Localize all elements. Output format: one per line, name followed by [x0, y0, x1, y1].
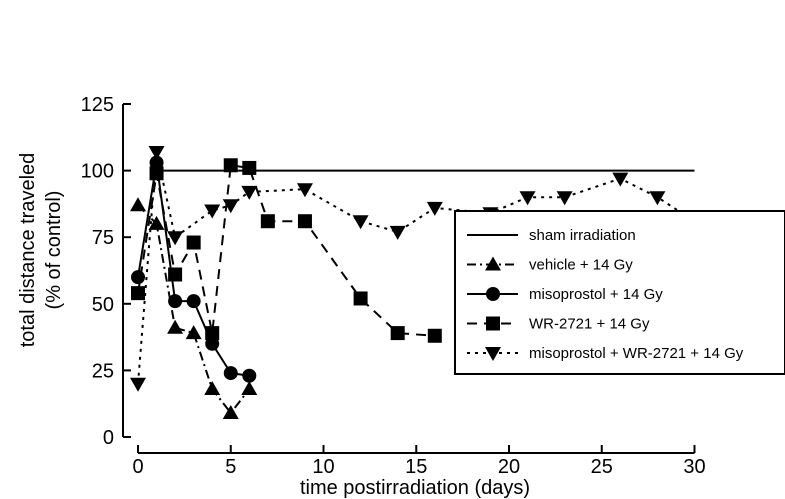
- legend-item: misoprostol + WR-2721 + 14 Gy: [467, 345, 744, 362]
- legend-marker: [485, 347, 501, 361]
- y-axis-label-line2: (% of control): [43, 191, 65, 310]
- legend-label: vehicle + 14 Gy: [529, 257, 633, 274]
- legend-label: misoprostol + 14 Gy: [529, 286, 663, 303]
- legend-label: WR-2721 + 14 Gy: [529, 316, 650, 333]
- series-4: [131, 158, 442, 343]
- series-3: [131, 155, 257, 383]
- legend-item: WR-2721 + 14 Gy: [467, 316, 650, 333]
- series-2: [130, 197, 258, 420]
- legend-box: [454, 210, 785, 375]
- data-point: [205, 336, 220, 351]
- x-tick-label: 15: [405, 456, 427, 478]
- data-point: [130, 197, 146, 212]
- data-point: [205, 326, 220, 341]
- data-point: [426, 201, 443, 216]
- legend: sham irradiation vehicle + 14 Gy misoprost…: [454, 210, 785, 375]
- y-tick-label: 100: [81, 161, 114, 183]
- data-point: [149, 155, 164, 170]
- data-point: [297, 214, 312, 229]
- data-point: [353, 291, 368, 306]
- x-axis-label: time postirradiation (days): [300, 477, 530, 499]
- axes: 0 25 50 75 100 125 0 5 10 15 20 25 30: [81, 94, 706, 478]
- y-tick-label: 0: [103, 427, 114, 449]
- x-tick-label: 5: [225, 456, 236, 478]
- data-point: [131, 270, 145, 285]
- data-point: [222, 199, 239, 214]
- series-line: [137, 162, 250, 377]
- data-point: [148, 215, 165, 230]
- y-tick-label: 125: [81, 94, 114, 116]
- series-line: [137, 151, 696, 384]
- data-point: [148, 145, 165, 160]
- y-tick-label: 25: [92, 360, 114, 382]
- legend-marker: [486, 287, 500, 301]
- legend-marker: [485, 256, 501, 271]
- data-point: [296, 183, 313, 198]
- data-point: [131, 286, 145, 301]
- data-point: [242, 160, 257, 175]
- data-point: [556, 191, 573, 206]
- data-point: [204, 381, 221, 396]
- data-point: [186, 294, 201, 309]
- x-tick-label: 10: [312, 456, 334, 478]
- data-point: [168, 267, 183, 282]
- y-tick-label: 50: [92, 294, 114, 316]
- data-point: [223, 366, 238, 381]
- x-tick-label: 0: [132, 456, 143, 478]
- data-point: [389, 225, 406, 240]
- data-point: [241, 185, 258, 200]
- legend-item: misoprostol + 14 Gy: [467, 286, 663, 303]
- x-tick-label: 30: [683, 456, 705, 478]
- data-point: [223, 158, 238, 173]
- data-point: [241, 381, 258, 396]
- data-point: [390, 326, 405, 341]
- data-point: [168, 294, 183, 309]
- x-tick-label: 25: [591, 456, 613, 478]
- data-point: [186, 235, 201, 250]
- data-point: [352, 215, 369, 230]
- series-layer: [130, 145, 703, 420]
- legend-item: sham irradiation: [467, 227, 636, 244]
- data-point: [649, 191, 666, 206]
- data-point: [204, 204, 221, 219]
- x-tick-label: 20: [498, 456, 520, 478]
- y-tick-label: 75: [92, 227, 114, 249]
- series-5: [130, 145, 703, 392]
- legend-marker: [486, 316, 500, 331]
- data-point: [519, 191, 536, 206]
- legend-label: misoprostol + WR-2721 + 14 Gy: [529, 345, 744, 362]
- data-point: [242, 368, 257, 383]
- series-line: [137, 164, 435, 337]
- data-point: [167, 231, 184, 246]
- data-point: [185, 325, 202, 340]
- legend-label: sham irradiation: [529, 227, 636, 244]
- data-point: [260, 214, 275, 229]
- data-point: [149, 166, 164, 181]
- data-point: [222, 405, 239, 420]
- legend-item: vehicle + 14 Gy: [467, 256, 633, 274]
- data-point: [427, 328, 442, 343]
- data-point: [130, 377, 146, 392]
- y-axis-label-line1: total distance traveled: [17, 153, 39, 348]
- data-point: [612, 172, 629, 187]
- data-point: [167, 319, 184, 334]
